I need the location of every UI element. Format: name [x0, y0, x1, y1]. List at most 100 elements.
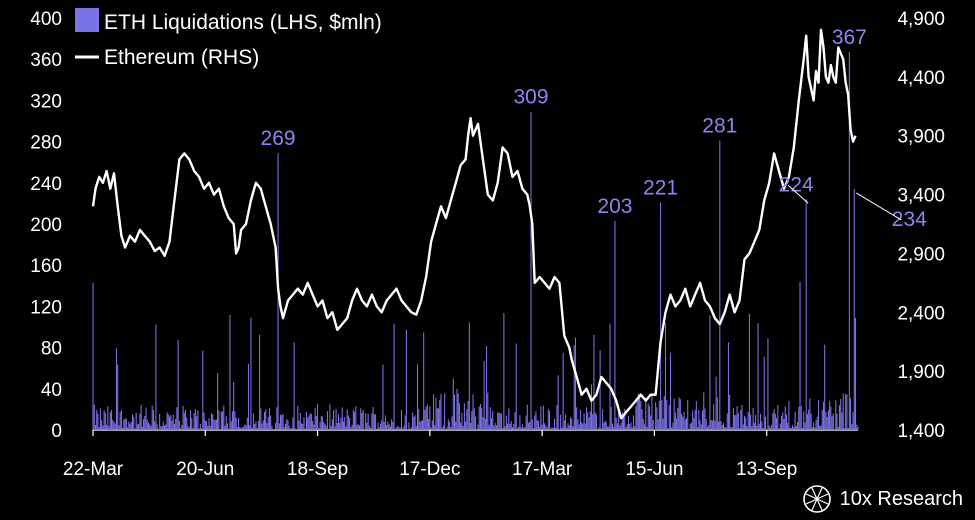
liquidation-bar [223, 405, 225, 430]
y-left-tick-label: 360 [30, 50, 62, 71]
liquidation-bar [210, 413, 212, 430]
liquidation-bar [387, 421, 389, 430]
liquidation-bar [355, 406, 357, 430]
liquidation-bar [698, 409, 700, 430]
liquidation-bar [642, 419, 644, 430]
liquidation-bar [444, 393, 446, 430]
liquidation-bar [815, 420, 817, 430]
liquidation-bar [252, 413, 254, 430]
liquidation-bar [752, 407, 754, 430]
liquidation-bar [610, 406, 612, 430]
liquidation-bar [677, 407, 679, 430]
liquidation-bar [748, 313, 750, 430]
liquidation-bar [547, 409, 549, 430]
liquidation-bar [341, 407, 343, 430]
liquidation-bar [466, 409, 468, 430]
liquidation-bar [462, 425, 464, 430]
liquidation-bar [473, 408, 475, 430]
legend-label-ethereum: Ethereum (RHS) [104, 46, 259, 69]
liquidation-bar [737, 412, 739, 430]
liquidation-bar [532, 428, 535, 430]
liquidation-bar [611, 423, 613, 430]
liquidation-bar [271, 425, 273, 430]
liquidation-bar [324, 423, 326, 430]
liquidation-bar [314, 408, 316, 430]
liquidation-bar [734, 414, 736, 430]
liquidation-bar [787, 422, 789, 430]
liquidation-bar [623, 415, 625, 430]
liquidation-bar [700, 424, 702, 430]
liquidation-bar [553, 418, 555, 430]
liquidation-bar [797, 421, 799, 430]
liquidation-bar [120, 410, 122, 430]
liquidation-bar [620, 423, 622, 430]
y-left-tick-label: 280 [30, 133, 62, 154]
liquidation-bar [141, 426, 143, 430]
liquidation-bar [637, 393, 639, 430]
liquidation-bar [816, 416, 818, 430]
liquidation-bar [238, 418, 240, 430]
liquidation-bar [657, 419, 659, 430]
liquidation-bar [366, 422, 368, 430]
liquidation-bar [650, 415, 652, 430]
liquidation-bar [331, 418, 333, 430]
liquidation-bar [437, 408, 440, 430]
liquidation-bar [518, 426, 520, 430]
liquidation-bar [300, 423, 303, 430]
liquidation-bar [150, 425, 152, 430]
liquidation-bar [653, 429, 655, 430]
liquidation-bar [834, 429, 836, 430]
liquidation-bar [213, 419, 215, 430]
liquidation-bar [799, 281, 801, 430]
liquidation-bar [813, 422, 815, 430]
liquidation-bar [125, 418, 127, 430]
liquidation-bar [808, 409, 810, 430]
liquidation-bar [489, 407, 491, 430]
y-left-tick-label: 0 [51, 421, 62, 442]
liquidation-bar [592, 414, 594, 430]
liquidation-bar [486, 346, 488, 430]
liquidation-bar [482, 416, 484, 430]
liquidation-bar [266, 423, 268, 430]
liquidation-bar [629, 424, 631, 430]
liquidation-bar [662, 418, 664, 430]
liquidation-bar [471, 411, 473, 430]
liquidation-bar [855, 317, 857, 430]
liquidation-bar [624, 408, 626, 430]
liquidation-bar [452, 378, 454, 430]
liquidation-bar [354, 412, 356, 430]
liquidation-bar [420, 420, 422, 430]
y-left-tick-label: 200 [30, 215, 62, 236]
liquidation-bar [346, 409, 348, 430]
liquidation-bar [250, 317, 252, 430]
liquidation-bar [509, 423, 511, 430]
liquidation-bar [730, 427, 732, 430]
liquidation-bar [183, 412, 185, 430]
y-left-tick-label: 80 [41, 339, 62, 360]
liquidation-bar [129, 423, 131, 430]
liquidation-bar [783, 418, 785, 430]
liquidation-bar [170, 414, 172, 430]
liquidation-bar [423, 332, 425, 430]
liquidation-bar [377, 422, 379, 430]
liquidation-bar [632, 415, 634, 430]
liquidation-bar [262, 420, 264, 430]
liquidation-bar [115, 348, 117, 430]
liquidation-bar [484, 418, 486, 430]
liquidation-bar [661, 400, 663, 430]
liquidation-bar [498, 412, 500, 430]
liquidation-bar [173, 424, 175, 430]
liquidation-bar [255, 421, 257, 430]
liquidation-bar [782, 412, 784, 430]
liquidation-bar [294, 428, 296, 430]
liquidation-bar [604, 420, 606, 430]
liquidation-bar [365, 413, 367, 430]
liquidation-bar [840, 398, 842, 430]
liquidation-bar [505, 415, 507, 430]
liquidation-bar [634, 426, 636, 430]
liquidation-bar [97, 413, 99, 430]
liquidation-bar [829, 400, 831, 430]
liquidation-bar [405, 329, 407, 430]
liquidation-bar [847, 427, 849, 430]
